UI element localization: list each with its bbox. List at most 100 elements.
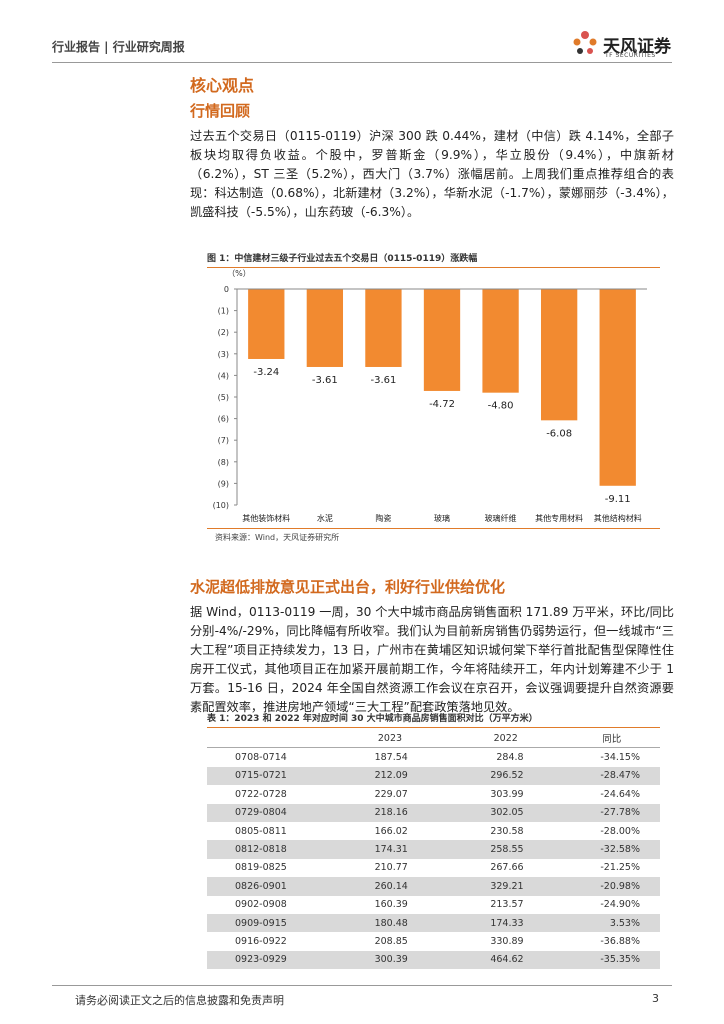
table-cell: 0909-0915 [207,913,333,933]
y-tick-label: (1) [218,307,229,316]
table-cell: 0902-0908 [235,899,287,911]
y-tick-label: 0 [224,285,229,294]
table-cell: 3.53% [563,913,660,933]
table-cell: 267.66 [490,862,524,874]
bar [540,289,578,421]
table-row: 0909-0915 180.48 174.33 3.53% [207,913,660,933]
table-cell: 0722-0728 [235,788,287,800]
table-header-cell: 2023 [332,729,448,749]
table-cell: -24.64% [600,788,640,800]
table-cell: 212.09 [332,766,448,786]
table-cell: 0812-0818 [207,840,333,859]
table-cell: 300.39 [332,950,448,970]
x-tick-label: 其他专用材料 [535,513,583,523]
table-cell: 160.39 [374,899,408,911]
table-cell: 208.85 [374,935,408,947]
bar [482,289,519,393]
data-table: 2023 2022 同比 0708-0714 187.54 284.8 -34.15% 071… [207,729,660,970]
x-tick-label: 其他结构材料 [594,513,642,523]
data-label: -4.72 [429,399,455,410]
table-cell: 260.14 [332,877,448,896]
data-label: -6.08 [546,428,572,439]
table-cell: 229.07 [374,788,408,800]
data-label: -3.61 [370,375,396,386]
y-tick-label: (6) [218,415,229,424]
table-cell: -28.00% [600,825,640,837]
data-label: -4.80 [488,401,514,412]
x-tick-label: 玻璃 [434,513,450,523]
table-cell: 0729-0804 [207,803,333,822]
table-cell: 302.05 [447,803,564,822]
table-header-row: 2023 2022 同比 [207,729,660,749]
data-label: -3.24 [253,367,279,378]
header-title: 行业报告 | 行业研究周报 [52,40,185,54]
table-cell: 174.33 [447,913,564,933]
chart: （%） 0 (1) (2) (3) (4) (5) (6) (7) (8) (9) (10) -3.24… [213,269,647,523]
section-title: 水泥超低排放意见正式出台，利好行业供给优化 [190,578,506,596]
y-tick-label: (10) [213,501,229,510]
x-tick-label: 陶瓷 [375,513,391,523]
y-tick-label: (7) [218,436,229,445]
table-header-cell: 2022 [447,729,564,749]
y-tick-label: (9) [218,479,229,488]
table-cell: 0805-0811 [235,825,287,837]
table-cell: 329.21 [447,877,564,896]
footer-disclaimer: 请务必阅读正文之后的信息披露和免责声明 [75,994,284,1007]
paragraph: 过去五个交易日（0115-0119）沪深 300 跌 0.44%，建材（中信）跌… [190,129,674,219]
table-row: 0826-0901 260.14 329.21 -20.98% [207,877,660,896]
table-cell: 213.57 [490,899,524,911]
table-cell: 303.99 [490,788,524,800]
paragraph: 据 Wind，0113-0119 一周，30 个大中城市商品房销售面积 171.… [190,605,674,714]
y-axis-label: （%） [227,269,251,278]
table-cell: 296.52 [447,766,564,786]
table-cell: -32.58% [563,840,660,859]
bar [365,289,402,367]
data-label: -3.61 [312,375,338,386]
x-tick-label: 水泥 [317,513,333,523]
header-rule [52,62,672,63]
page-number: 3 [652,992,659,1005]
table-cell: 258.55 [447,840,564,859]
section-subtitle: 行情回顾 [190,102,251,120]
table-cell: 284.8 [496,752,524,764]
table-cell: 0819-0825 [235,862,287,874]
figure-source: 资料来源：Wind，天风证券研究所 [215,533,340,542]
y-tick-label: (4) [218,371,229,380]
logo-text: 天风证券 [603,37,671,57]
table-row: 0819-0825 210.77 267.66 -21.25% [207,859,660,877]
table-row: 0902-0908 160.39 213.57 -24.90% [207,896,660,914]
table-cell: -28.47% [563,766,660,786]
logo-subtext: TF SECURITIES [605,52,656,59]
table-cell: 464.62 [447,950,564,970]
bar [423,289,461,391]
y-tick-label: (3) [218,350,229,359]
logo-icon [573,31,597,54]
bar [248,289,285,359]
table-caption: 表 1：2023 和 2022 年对应时间 30 大中城市商品房销售面积对比（万… [207,711,660,728]
table-cell: -21.25% [600,862,640,874]
table-cell: -24.90% [600,899,640,911]
table-row: 0715-0721 212.09 296.52 -28.47% [207,766,660,786]
table-row: 0812-0818 174.31 258.55 -32.58% [207,840,660,859]
table-cell: 0923-0929 [207,950,333,970]
table-row: 0805-0811 166.02 230.58 -28.00% [207,822,660,840]
x-tick-label: 玻璃纤维 [485,513,517,523]
table-cell: 330.89 [490,935,524,947]
table-cell: 166.02 [374,825,408,837]
table-cell: -20.98% [563,877,660,896]
table-cell: 230.58 [490,825,524,837]
table-cell: 174.31 [332,840,448,859]
table-cell: 0916-0922 [235,935,287,947]
table-cell: 0826-0901 [207,877,333,896]
table-cell: -35.35% [563,950,660,970]
footer-rule [52,985,672,986]
table-cell: -36.88% [600,935,640,947]
data-label: -9.11 [605,494,631,505]
table-cell: 187.54 [374,752,408,764]
table-cell: 0708-0714 [235,752,287,764]
y-tick-label: (8) [218,458,229,467]
figure-caption: 图 1：中信建材三级子行业过去五个交易日（0115-0119）涨跌幅 [207,251,660,268]
table-row: 0729-0804 218.16 302.05 -27.78% [207,803,660,822]
x-tick-label: 其他装饰材料 [242,513,290,523]
